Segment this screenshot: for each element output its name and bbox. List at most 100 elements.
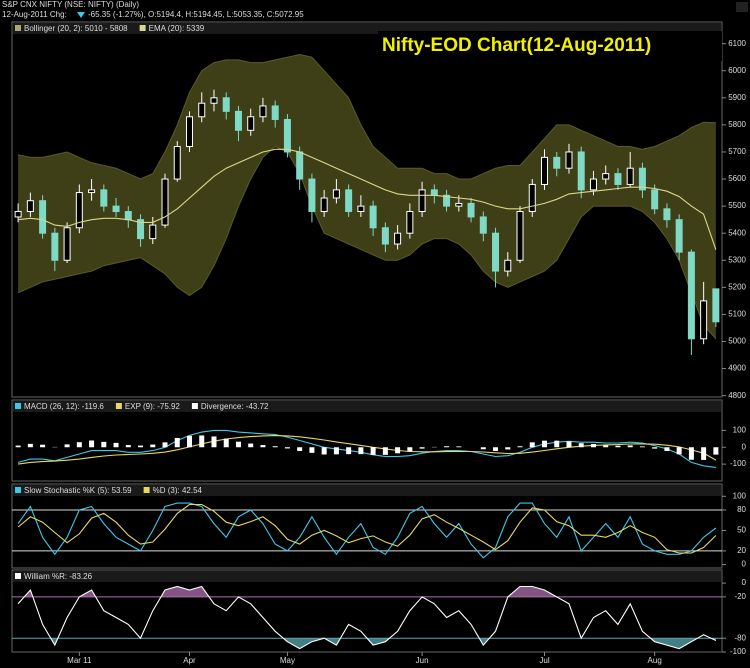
candle-body bbox=[112, 205, 120, 213]
histogram-bar bbox=[615, 445, 621, 448]
candle-body bbox=[271, 105, 279, 120]
candle-body bbox=[443, 194, 451, 207]
histogram-bar bbox=[370, 447, 376, 455]
histogram-bar bbox=[529, 442, 535, 448]
histogram-bar bbox=[321, 447, 327, 455]
candle-body bbox=[406, 211, 414, 234]
candle-body bbox=[137, 219, 145, 240]
candle-body bbox=[700, 300, 708, 340]
legend-bar bbox=[13, 23, 721, 34]
histogram-bar bbox=[480, 447, 486, 450]
y-tick-label: 6000 bbox=[728, 66, 746, 75]
legend-label: EMA (20): 5339 bbox=[149, 24, 205, 33]
histogram-bar bbox=[284, 447, 290, 449]
legend-swatch bbox=[143, 487, 150, 493]
y-tick-label: 4900 bbox=[728, 364, 746, 373]
candle-body bbox=[430, 189, 438, 196]
histogram-bar bbox=[199, 435, 205, 448]
histogram-bar bbox=[346, 447, 352, 455]
candle-body bbox=[602, 173, 610, 180]
x-tick-label: May bbox=[280, 656, 295, 665]
y-tick-label: -100 bbox=[730, 459, 747, 468]
legend-swatch bbox=[15, 573, 21, 579]
candle-body bbox=[577, 151, 585, 191]
histogram-bar bbox=[211, 436, 217, 448]
y-tick-label: 5100 bbox=[728, 310, 746, 319]
histogram-bar bbox=[260, 445, 266, 448]
panel bbox=[11, 569, 723, 653]
candle-body bbox=[26, 200, 34, 213]
histogram-bar bbox=[664, 447, 670, 451]
histogram-bar bbox=[493, 447, 499, 451]
y-tick-label: 100 bbox=[733, 425, 747, 434]
y-tick-label: 100 bbox=[733, 491, 747, 500]
legend-label: MACD (26, 12): -119.6 bbox=[24, 402, 104, 411]
candle-body bbox=[663, 208, 671, 221]
candle-body bbox=[210, 97, 218, 104]
y-tick-label: 20 bbox=[737, 546, 746, 555]
histogram-bar bbox=[382, 447, 388, 455]
y-tick-label: 6100 bbox=[728, 39, 746, 48]
histogram-bar bbox=[407, 447, 413, 452]
y-tick-label: 5300 bbox=[728, 255, 746, 264]
histogram-bar bbox=[248, 443, 254, 448]
x-tick-label: Mar 11 bbox=[67, 656, 92, 665]
legend-label: William %R: -83.26 bbox=[24, 572, 93, 581]
x-tick-label: Jun bbox=[416, 656, 429, 665]
histogram-bar bbox=[15, 445, 21, 448]
histogram-bar bbox=[333, 447, 339, 455]
x-tick-label: Aug bbox=[648, 656, 662, 665]
candle-body bbox=[173, 146, 181, 180]
histogram-bar bbox=[125, 445, 131, 448]
histogram-bar bbox=[113, 442, 119, 448]
candle-body bbox=[369, 205, 377, 229]
histogram-bar bbox=[566, 441, 572, 448]
y-tick-label: 0 bbox=[742, 560, 747, 569]
y-tick-label: -80 bbox=[734, 633, 746, 642]
histogram-bar bbox=[505, 447, 511, 450]
candle-body bbox=[234, 110, 242, 131]
candle-body bbox=[247, 116, 255, 131]
candle-body bbox=[541, 156, 548, 185]
series-line bbox=[17, 585, 717, 650]
x-tick-label: Jul bbox=[539, 656, 549, 665]
y-tick-label: 5700 bbox=[728, 147, 746, 156]
y-tick-label: 5000 bbox=[728, 337, 746, 346]
y-tick-label: -20 bbox=[734, 592, 746, 601]
histogram-bar bbox=[578, 443, 584, 448]
candle-body bbox=[467, 202, 475, 218]
histogram-bar bbox=[456, 446, 462, 448]
y-tick-label: 80 bbox=[737, 505, 746, 514]
series-line bbox=[18, 435, 717, 465]
y-tick-label: 5800 bbox=[728, 120, 746, 129]
legend-label: EXP (9): -75.92 bbox=[125, 402, 181, 411]
y-tick-label: 5400 bbox=[728, 228, 746, 237]
histogram-bar bbox=[639, 446, 645, 448]
histogram-bar bbox=[174, 437, 180, 448]
candle-body bbox=[88, 189, 96, 194]
histogram-bar bbox=[701, 447, 707, 460]
histogram-bar bbox=[138, 445, 144, 448]
candle-body bbox=[528, 183, 536, 213]
legend-swatch bbox=[15, 487, 21, 493]
candle-body bbox=[553, 156, 561, 169]
candle-body bbox=[51, 232, 59, 261]
histogram-bar bbox=[297, 447, 303, 451]
histogram-bar bbox=[419, 447, 425, 449]
histogram-bar bbox=[101, 441, 107, 448]
histogram-bar bbox=[40, 444, 46, 448]
candle-body bbox=[418, 189, 426, 213]
candle-body bbox=[222, 97, 230, 112]
legend-label: %D (3): 42.54 bbox=[153, 486, 203, 495]
title-box bbox=[378, 31, 722, 61]
down-arrow bbox=[77, 12, 85, 18]
y-tick-label: 5900 bbox=[728, 93, 746, 102]
candle-body bbox=[308, 178, 316, 213]
legend-label: Divergence: -43.72 bbox=[201, 402, 269, 411]
y-tick-label: 50 bbox=[737, 526, 746, 535]
date: 12-Aug-2011 Chg: bbox=[2, 10, 67, 19]
candle-body bbox=[186, 116, 193, 148]
histogram-bar bbox=[627, 445, 633, 448]
histogram-bar bbox=[713, 447, 719, 455]
legend-bar bbox=[13, 401, 721, 412]
